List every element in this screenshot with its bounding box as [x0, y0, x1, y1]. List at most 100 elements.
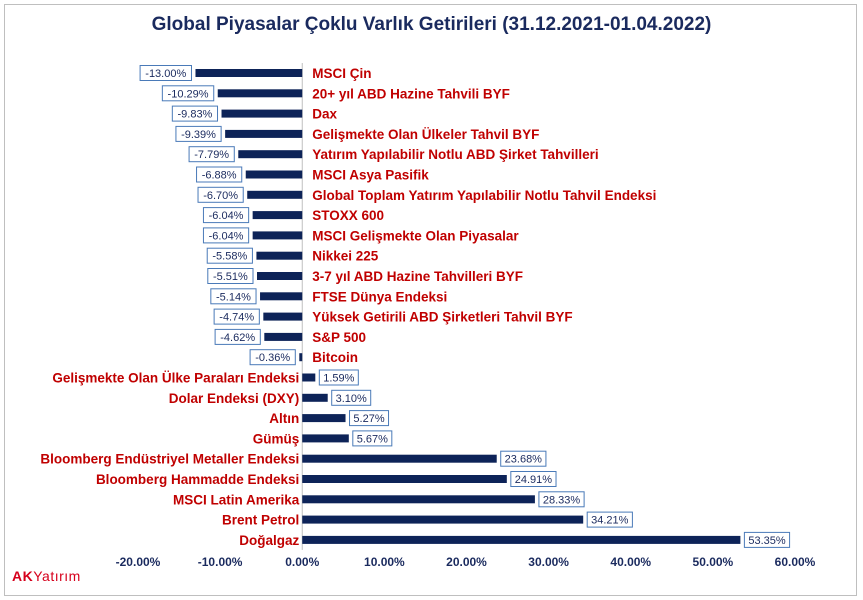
- data-label-box: [139, 65, 192, 81]
- x-tick-label: 20.00%: [446, 555, 487, 569]
- data-label: -0.36%: [255, 352, 290, 364]
- bar: [256, 251, 303, 260]
- category-label: Bitcoin: [312, 350, 358, 365]
- data-label-box: [161, 85, 215, 102]
- bar: [195, 69, 303, 77]
- bar: [302, 434, 349, 443]
- category-label: STOXX 600: [312, 208, 384, 223]
- bar: [263, 312, 303, 321]
- bar: [252, 211, 303, 220]
- data-label: -13.00%: [145, 68, 186, 80]
- x-tick-label: -20.00%: [116, 555, 161, 569]
- data-label-box: [331, 389, 372, 406]
- data-label-box: [210, 288, 257, 305]
- data-label-box: [743, 531, 791, 548]
- bar: [256, 272, 303, 280]
- logo-ak: AK: [12, 568, 34, 584]
- bar: [302, 393, 328, 402]
- category-label: MSCI Asya Pasifik: [312, 168, 429, 183]
- category-label: 20+ yıl ABD Hazine Tahvili BYF: [312, 86, 510, 101]
- category-label: S&P 500: [312, 330, 366, 345]
- data-label-box: [249, 349, 296, 366]
- bar: [252, 231, 303, 240]
- category-label: Doğalgaz: [239, 533, 299, 548]
- category-label: Yatırım Yapılabilir Notlu ABD Şirket Tah…: [312, 147, 598, 162]
- x-tick-label: 10.00%: [364, 555, 405, 569]
- data-label: -5.14%: [216, 291, 251, 303]
- data-label-box: [202, 227, 250, 244]
- category-label: 3-7 yıl ABD Hazine Tahvilleri BYF: [312, 269, 523, 284]
- bar: [302, 495, 535, 504]
- data-label-box: [175, 125, 222, 142]
- category-label: Brent Petrol: [222, 513, 299, 528]
- data-label: 34.21%: [591, 515, 629, 527]
- category-label: Nikkei 225: [312, 249, 379, 264]
- category-label: Gümüş: [253, 431, 300, 446]
- category-label: Bloomberg Hammadde Endeksi: [96, 472, 299, 487]
- bar: [217, 89, 303, 98]
- x-tick-label: 50.00%: [693, 555, 734, 569]
- data-label: 23.68%: [505, 454, 543, 466]
- category-label: Yüksek Getirili ABD Şirketleri Tahvil BY…: [312, 310, 572, 325]
- x-tick-label: 40.00%: [610, 555, 651, 569]
- data-label: -6.04%: [209, 230, 244, 242]
- data-label-box: [352, 430, 393, 447]
- bar: [302, 475, 507, 483]
- data-label-box: [349, 410, 390, 427]
- category-label: Gelişmekte Olan Ülke Paraları Endeksi: [52, 371, 299, 386]
- akyatirim-logo: AKYatırım: [12, 568, 81, 584]
- category-label: Global Toplam Yatırım Yapılabilir Notlu …: [312, 188, 656, 203]
- data-label-box: [318, 369, 359, 386]
- category-label: Altın: [269, 411, 299, 426]
- category-label: Dolar Endeksi (DXY): [169, 391, 300, 406]
- chart-frame: [4, 4, 857, 596]
- data-label: 5.27%: [353, 413, 384, 425]
- bar: [302, 515, 584, 524]
- category-label: FTSE Dünya Endeksi: [312, 289, 447, 304]
- data-label-box: [206, 247, 253, 264]
- category-label: MSCI Gelişmekte Olan Piyasalar: [312, 228, 519, 243]
- data-label: 53.35%: [748, 535, 786, 547]
- data-label: -7.79%: [194, 149, 229, 161]
- data-label: 3.10%: [336, 393, 367, 405]
- data-label-box: [510, 471, 557, 487]
- bar: [302, 454, 497, 463]
- data-label: -5.58%: [212, 251, 247, 263]
- data-label-box: [207, 268, 254, 284]
- data-label-box: [214, 328, 261, 345]
- x-tick-label: -10.00%: [198, 555, 243, 569]
- data-label: -6.88%: [202, 170, 237, 182]
- data-label: -4.74%: [219, 312, 254, 324]
- data-label-box: [188, 146, 235, 163]
- data-label: 24.91%: [515, 474, 553, 486]
- category-label: Gelişmekte Olan Ülkeler Tahvil BYF: [312, 127, 539, 142]
- x-tick-label: 30.00%: [528, 555, 569, 569]
- category-label: MSCI Latin Amerika: [173, 492, 300, 507]
- bar: [302, 414, 346, 423]
- data-label: 5.67%: [357, 433, 388, 445]
- x-tick-label: 60.00%: [775, 555, 816, 569]
- bar: [245, 170, 303, 179]
- bar: [238, 150, 303, 159]
- data-label: 1.59%: [323, 373, 354, 385]
- data-label: -5.51%: [213, 271, 248, 283]
- data-label: -9.39%: [181, 129, 216, 141]
- data-label-box: [171, 105, 219, 122]
- category-label: MSCI Çin: [312, 66, 371, 81]
- data-label: 28.33%: [543, 494, 581, 506]
- bar: [264, 332, 303, 341]
- x-tick-label: 0.00%: [285, 555, 319, 569]
- data-label-box: [213, 308, 260, 325]
- category-label: Dax: [312, 107, 337, 122]
- chart-title: Global Piyasalar Çoklu Varlık Getirileri…: [151, 14, 712, 35]
- bar: [247, 190, 303, 199]
- data-label: -10.29%: [168, 88, 209, 100]
- bar: [302, 535, 741, 544]
- data-label-box: [196, 166, 243, 183]
- data-label-box: [197, 186, 244, 203]
- bar: [299, 353, 303, 362]
- data-label: -6.70%: [203, 190, 238, 202]
- bar: [302, 373, 316, 382]
- data-label: -9.83%: [177, 109, 212, 121]
